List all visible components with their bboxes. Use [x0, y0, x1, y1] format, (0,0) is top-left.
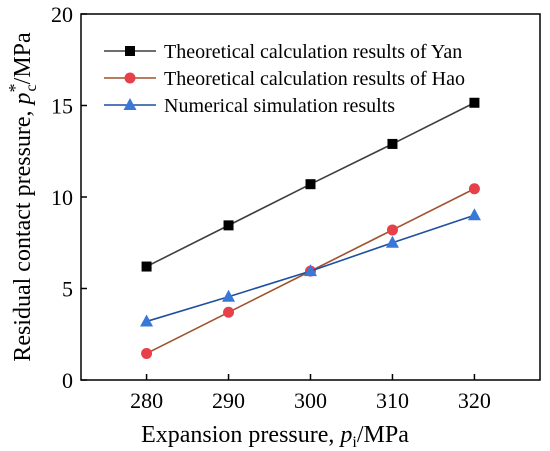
data-point: [386, 224, 398, 236]
legend-marker: [123, 98, 137, 110]
data-point: [385, 235, 399, 248]
data-point: [387, 138, 398, 149]
x-tick-label: 300: [294, 388, 327, 413]
data-point: [141, 261, 152, 272]
y-tick-label: 0: [62, 368, 73, 393]
x-axis-title-suffix: /MPa: [357, 422, 409, 448]
y-tick-label: 5: [62, 277, 73, 302]
data-point: [468, 183, 480, 195]
y-axis-title: Residual contact pressure, p*c/MPa: [5, 32, 40, 362]
y-axis-title-variable: p: [10, 92, 36, 106]
series-layer: [140, 97, 481, 359]
data-point: [223, 220, 234, 231]
x-tick-label: 290: [212, 388, 245, 413]
x-tick-label: 320: [458, 388, 491, 413]
y-tick-label: 10: [51, 185, 73, 210]
data-point: [467, 208, 481, 221]
legend-item-2: Theoretical calculation results of Hao: [104, 68, 465, 90]
data-point: [223, 306, 235, 318]
data-point: [141, 347, 153, 359]
legend-item-3: Numerical simulation results: [104, 95, 395, 117]
y-axis-title-subscript: c: [23, 84, 40, 91]
y-axis-title-superscript: *: [5, 83, 25, 92]
y-tick-label: 15: [51, 94, 73, 119]
x-axis-title-variable: p: [338, 422, 352, 448]
data-point: [140, 314, 154, 327]
x-tick-label: 280: [130, 388, 163, 413]
x-axis-title: Expansion pressure, pi/MPa: [141, 422, 409, 451]
legend-label: Theoretical calculation results of Yan: [164, 41, 462, 63]
y-axis-title-suffix: /MPa: [10, 32, 36, 84]
legend-marker: [124, 72, 136, 84]
legend-label: Theoretical calculation results of Hao: [164, 68, 465, 90]
legend-marker: [125, 46, 135, 56]
data-point: [222, 289, 236, 302]
data-point: [304, 264, 317, 277]
axis-ticks: 280 290 300 310 320 0 5 10 15 20: [51, 2, 491, 413]
series-3: [140, 208, 481, 327]
data-point: [305, 179, 316, 190]
legend: Theoretical calculation results of Yan Th…: [104, 41, 465, 117]
y-tick-label: 20: [51, 2, 73, 27]
data-point: [469, 97, 480, 108]
legend-item-1: Theoretical calculation results of Yan: [104, 41, 462, 63]
legend-label: Numerical simulation results: [164, 95, 395, 117]
x-axis-title-subscript: i: [352, 434, 357, 451]
y-axis-title-prefix: Residual contact pressure,: [10, 104, 36, 361]
x-tick-label: 310: [376, 388, 409, 413]
series-1: [141, 97, 480, 272]
x-axis-title-prefix: Expansion pressure,: [141, 422, 340, 448]
